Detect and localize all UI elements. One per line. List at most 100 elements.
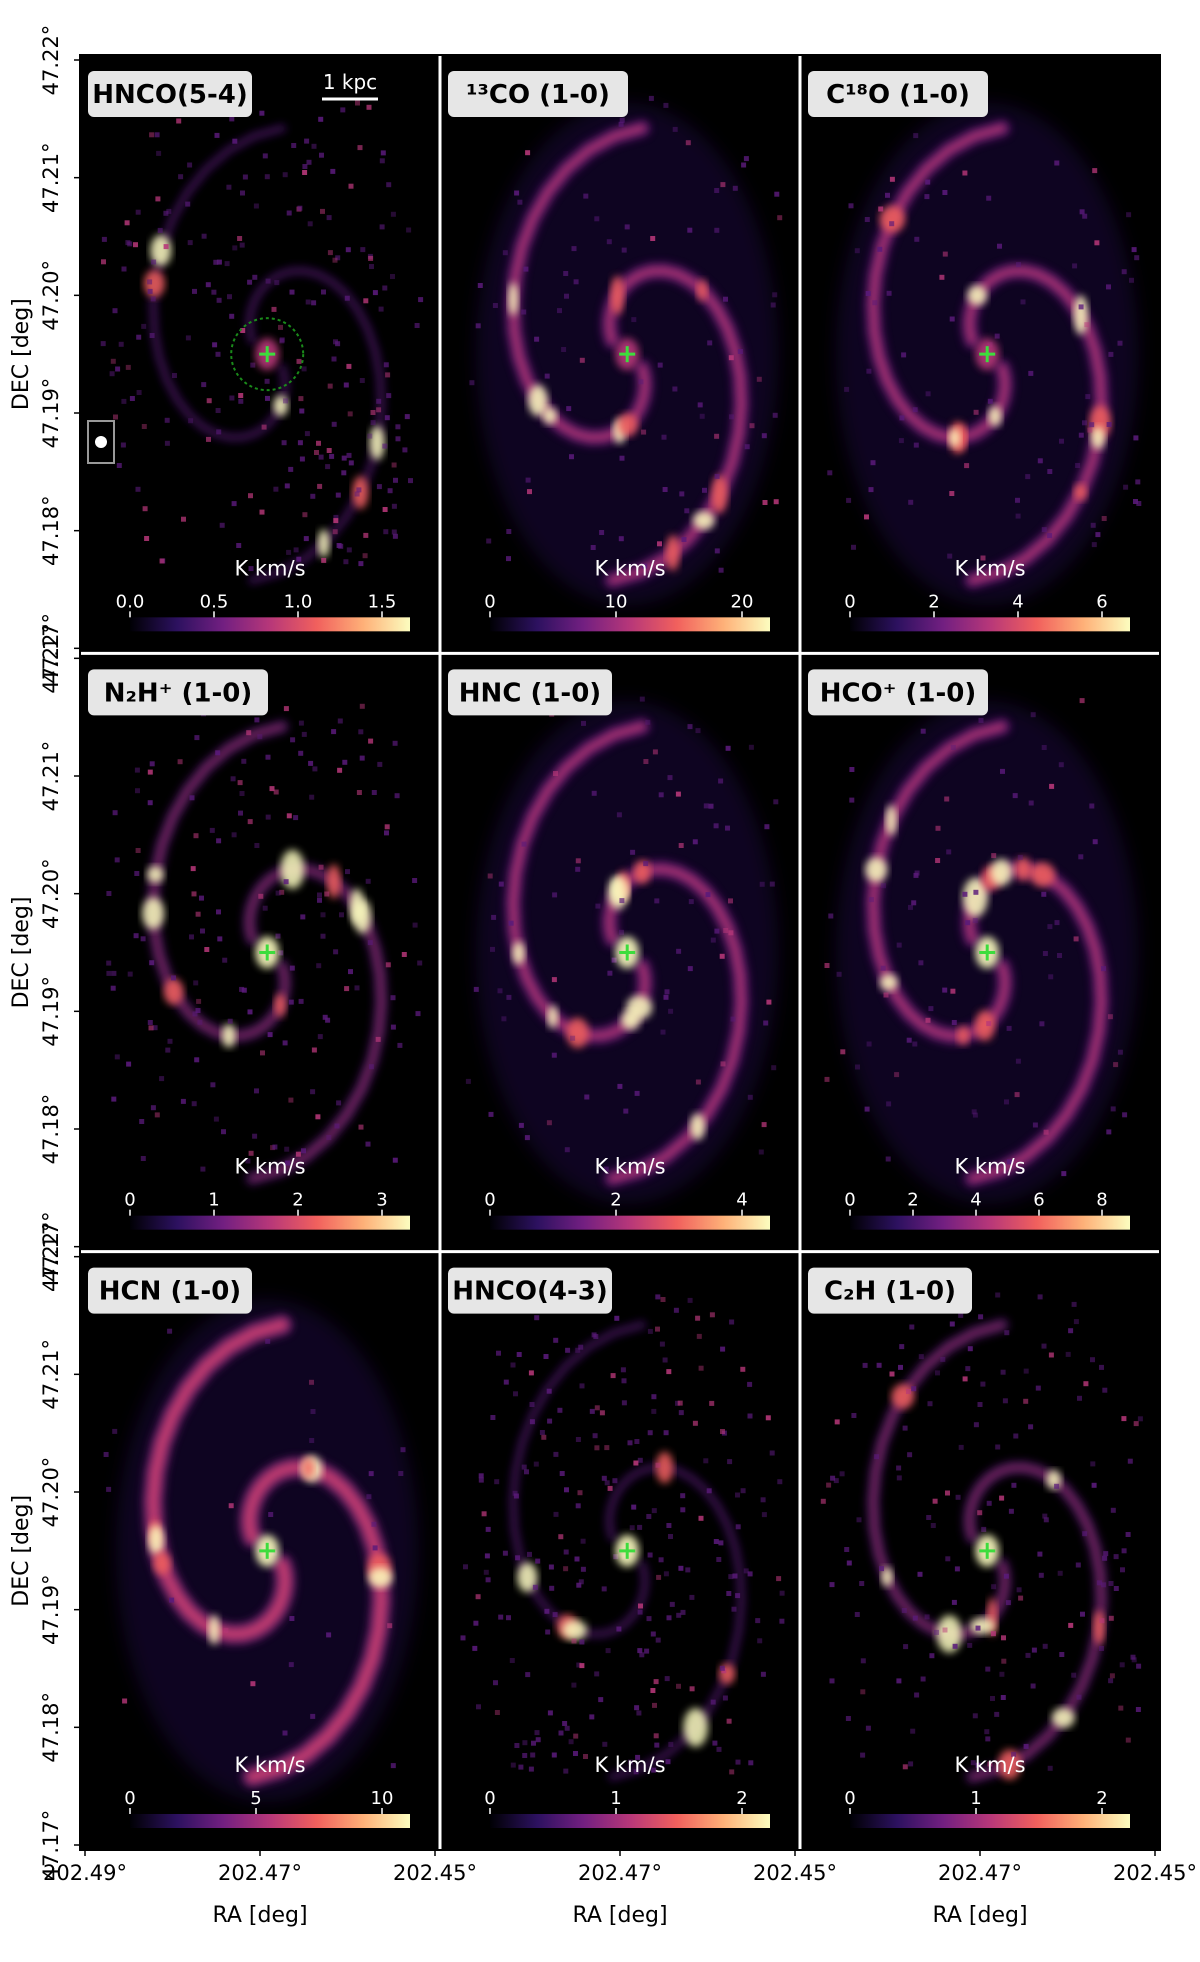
noise-pixel [366,1494,372,1500]
noise-pixel [883,992,889,998]
noise-pixel [384,415,390,421]
noise-pixel [981,1526,987,1532]
noise-pixel [942,190,948,195]
noise-pixel [1118,1705,1124,1711]
noise-pixel [777,215,783,221]
noise-pixel [655,1326,660,1332]
noise-pixel [312,766,318,772]
noise-pixel [1121,1416,1127,1422]
emission-clump [697,279,708,301]
noise-pixel [508,920,514,926]
noise-pixel [300,914,306,920]
noise-pixel [527,489,532,495]
noise-pixel [279,337,285,343]
noise-pixel [573,1751,578,1756]
noise-pixel [245,1158,251,1164]
center-marker-icon [979,346,996,363]
noise-pixel [541,1434,547,1440]
noise-pixel [849,767,855,772]
noise-pixel [305,299,311,305]
noise-pixel [491,914,497,920]
noise-pixel [375,1036,381,1042]
noise-pixel [345,247,351,253]
noise-pixel [854,1612,860,1617]
noise-pixel [477,283,483,288]
noise-pixel [529,1419,535,1425]
noise-pixel [546,1388,552,1394]
colorbar-tick-label: 6 [1033,1190,1044,1211]
noise-pixel [689,1594,695,1600]
noise-pixel [716,1557,722,1562]
noise-pixel [621,1378,627,1384]
noise-pixel [228,1503,234,1509]
noise-pixel [723,928,729,933]
noise-pixel [289,289,295,295]
noise-pixel [633,1769,639,1775]
noise-pixel [595,903,601,909]
map-panel: C¹⁸O (1-0) K km/s 0 2 4 6 [808,71,1142,632]
noise-pixel [735,1492,740,1498]
noise-pixel [195,911,201,917]
noise-pixel [735,1524,741,1530]
noise-pixel [901,352,907,358]
noise-pixel [465,1078,471,1084]
y-tick-label: 47.21° [39,142,63,213]
noise-pixel [848,203,854,209]
noise-pixel [309,1379,314,1385]
noise-pixel [618,536,624,542]
noise-pixel [761,433,767,439]
noise-pixel [250,1681,256,1687]
noise-pixel [660,1029,666,1035]
noise-pixel [253,203,259,209]
noise-pixel [766,999,772,1005]
noise-pixel [113,414,118,420]
noise-pixel [650,236,656,241]
noise-pixel [655,1462,661,1468]
noise-pixel [990,1631,996,1637]
noise-pixel [565,1347,571,1353]
noise-pixel [663,994,669,1000]
noise-pixel [298,396,304,402]
noise-pixel [714,548,720,554]
noise-pixel [638,379,644,385]
noise-pixel [193,833,199,839]
noise-pixel [299,456,305,462]
noise-pixel [898,438,904,444]
noise-pixel [385,372,391,378]
noise-pixel [1076,1694,1082,1700]
noise-pixel [200,1166,206,1172]
emission-clump [221,1023,237,1048]
noise-pixel [1015,497,1020,503]
noise-pixel [254,717,260,723]
noise-pixel [1075,463,1081,468]
noise-pixel [702,487,707,493]
noise-pixel [1016,1587,1022,1593]
noise-pixel [254,1088,259,1094]
noise-pixel [735,1759,741,1765]
noise-pixel [547,1418,553,1424]
noise-pixel [836,971,842,977]
noise-pixel [285,1160,291,1166]
noise-pixel [1084,322,1090,328]
noise-pixel [594,1671,600,1677]
noise-pixel [1135,1707,1141,1712]
noise-pixel [154,132,160,138]
noise-pixel [238,393,244,398]
noise-pixel [1048,974,1054,980]
emission-clump [153,1552,171,1575]
noise-pixel [985,1666,991,1672]
noise-pixel [975,1625,981,1631]
noise-pixel [563,1549,569,1555]
noise-pixel [532,1584,538,1590]
noise-pixel [697,402,703,408]
noise-pixel [525,477,531,483]
noise-pixel [383,529,389,535]
noise-pixel [269,786,275,792]
noise-pixel [475,1594,481,1600]
noise-pixel [672,386,678,392]
panel-title-box [88,1267,252,1314]
noise-pixel [315,1114,321,1120]
noise-pixel [460,1635,466,1641]
noise-pixel [658,1557,664,1563]
emission-clump [683,1708,708,1747]
